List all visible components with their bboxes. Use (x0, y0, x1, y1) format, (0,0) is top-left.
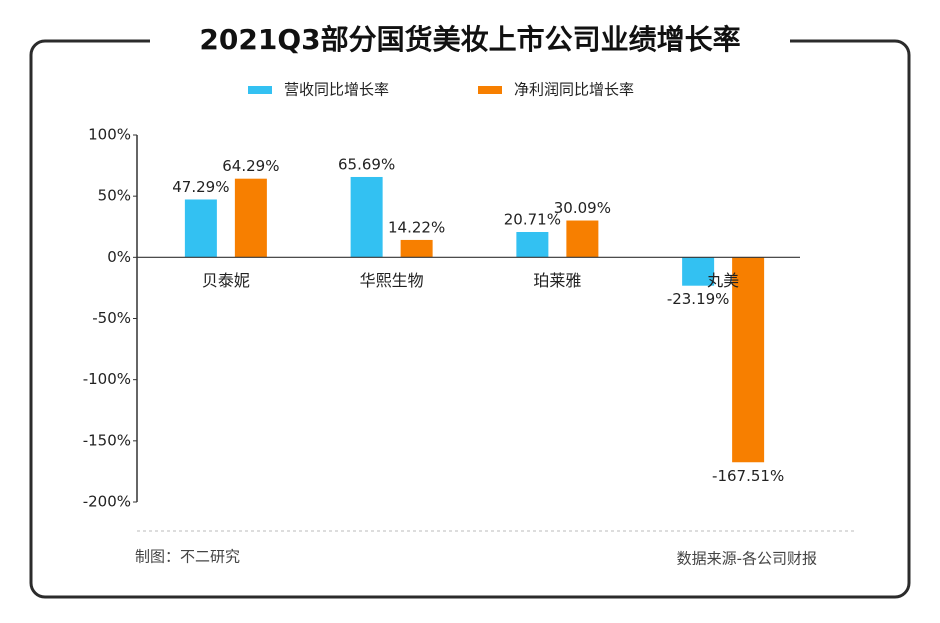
value-label: 14.22% (388, 218, 445, 236)
bar (234, 178, 267, 258)
frame (29, 39, 911, 599)
y-tick-label: 100% (88, 126, 131, 144)
x-tick-label: 珀莱雅 (533, 271, 581, 290)
credit: 制图：不二研究 (135, 548, 240, 566)
y-tick-label: 50% (98, 187, 131, 205)
x-tick-label: 华熙生物 (360, 271, 424, 290)
legend-label: 净利润同比增长率 (514, 81, 634, 99)
value-label: -167.51% (712, 467, 784, 485)
y-tick-label: -150% (83, 431, 131, 449)
bar (184, 199, 217, 258)
legend-swatch (478, 86, 502, 94)
bar (566, 220, 599, 258)
source: 数据来源-各公司财报 (677, 550, 817, 568)
bar (682, 257, 715, 286)
legend-swatch (248, 86, 272, 94)
chart-title: 2021Q3部分国货美妆上市公司业绩增长率 (199, 23, 740, 56)
bar (400, 239, 433, 258)
value-label: 20.71% (504, 210, 561, 228)
value-label: 65.69% (338, 155, 395, 173)
title-backdrop (150, 20, 790, 62)
y-tick-label: -200% (83, 493, 131, 511)
x-tick-label: 丸美 (707, 271, 739, 290)
y-tick-label: 0% (107, 248, 131, 266)
value-label: 47.29% (172, 178, 229, 196)
bar (516, 231, 549, 258)
y-tick-label: -50% (92, 309, 131, 327)
value-label: -23.19% (667, 290, 730, 308)
bar (732, 257, 765, 463)
value-label: 30.09% (554, 199, 611, 217)
x-tick-label: 贝泰妮 (202, 271, 250, 290)
legend-label: 营收同比增长率 (284, 81, 389, 99)
value-label: 64.29% (222, 157, 279, 175)
bar (350, 176, 383, 258)
y-tick-label: -100% (83, 370, 131, 388)
